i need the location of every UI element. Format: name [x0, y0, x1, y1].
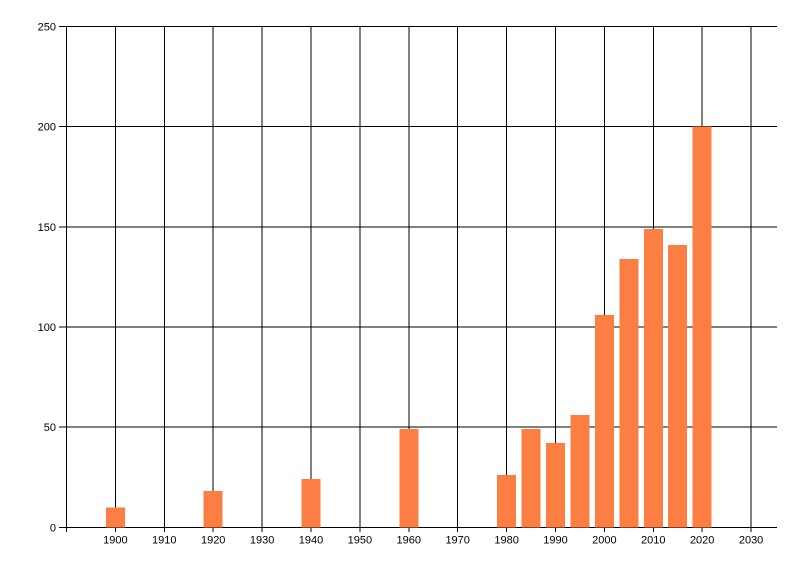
y-axis-tick-label: 0 [50, 522, 56, 534]
bar-2010 [643, 228, 663, 528]
x-axis-tick-label: 1930 [250, 535, 274, 547]
y-axis-tick-label: 200 [38, 122, 56, 134]
bar-2020 [692, 126, 712, 528]
bar-1960 [399, 429, 419, 528]
y-axis-tick-label: 50 [44, 422, 56, 434]
x-axis-tick-label: 1920 [201, 535, 225, 547]
x-axis-tick-label: 1990 [543, 535, 567, 547]
bar-1920 [203, 491, 223, 528]
bar-2015 [668, 244, 688, 528]
x-axis-tick-label: 2000 [592, 535, 616, 547]
y-axis-tick-label: 100 [38, 322, 56, 334]
x-axis-tick-label: 2020 [690, 535, 714, 547]
bar-1995 [570, 415, 590, 528]
x-axis-tick-label: 1970 [445, 535, 469, 547]
bar-1985 [521, 429, 541, 528]
x-axis-tick-label: 1980 [494, 535, 518, 547]
y-axis-tick-label: 150 [38, 222, 56, 234]
bar-2000 [594, 314, 614, 528]
bar-1940 [301, 479, 321, 528]
x-axis-tick-label: 1900 [103, 535, 127, 547]
y-axis-tick-label: 250 [38, 22, 56, 34]
x-axis-tick-label: 1940 [299, 535, 323, 547]
bar-2005 [619, 258, 639, 528]
bar-1900 [105, 507, 125, 528]
x-axis-tick-label: 1950 [348, 535, 372, 547]
x-axis-tick-label: 2030 [739, 535, 763, 547]
x-axis-tick-label: 1910 [152, 535, 176, 547]
x-axis-tick-label: 2010 [641, 535, 665, 547]
bar-1990 [545, 443, 565, 528]
x-axis-tick-label: 1960 [397, 535, 421, 547]
bar-1980 [497, 475, 517, 528]
